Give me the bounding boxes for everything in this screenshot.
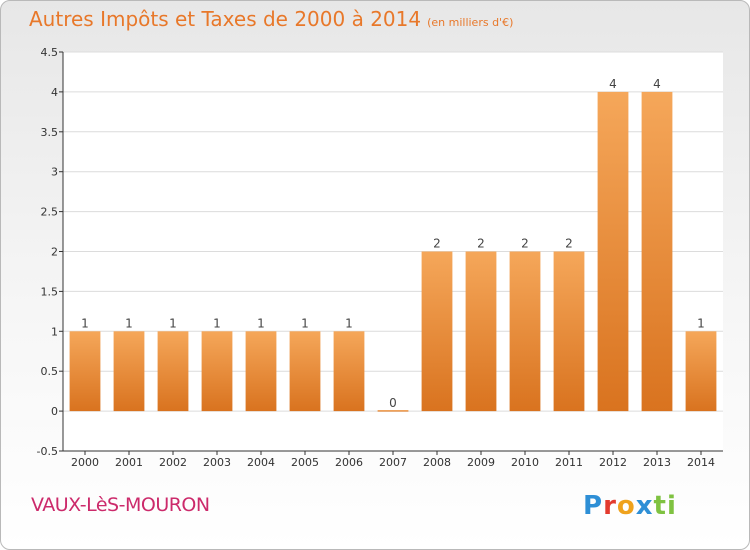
y-tick-label: -0.5 <box>37 445 58 458</box>
bar-2009 <box>465 251 497 412</box>
data-label-2010: 2 <box>521 237 529 251</box>
bar-2008 <box>421 251 453 412</box>
y-tick-label: 2 <box>51 246 58 259</box>
data-label-2009: 2 <box>477 237 485 251</box>
data-label-2007: 0 <box>389 396 397 410</box>
x-tick-label-2011: 2011 <box>555 456 583 469</box>
commune-name: VAUX-LèS-MOURON <box>31 494 210 516</box>
x-tick-label-2009: 2009 <box>467 456 495 469</box>
x-tick-label-2013: 2013 <box>643 456 671 469</box>
bar-2000 <box>69 331 101 412</box>
x-tick-label-2005: 2005 <box>291 456 319 469</box>
bar-2005 <box>289 331 321 412</box>
bar-2010 <box>509 251 541 412</box>
x-tick-label-2001: 2001 <box>115 456 143 469</box>
logo-letter-r: r <box>603 491 617 521</box>
bar-2013 <box>641 91 673 412</box>
data-label-2008: 2 <box>433 237 441 251</box>
y-tick-label: 2.5 <box>41 206 59 219</box>
y-tick-label: 1.5 <box>41 285 59 298</box>
x-tick-label-2008: 2008 <box>423 456 451 469</box>
y-tick-label: 1 <box>51 325 58 338</box>
data-label-2003: 1 <box>213 316 221 330</box>
logo-letter-o: o <box>616 491 636 521</box>
y-tick-label: 3.5 <box>41 126 59 139</box>
x-tick-label-2007: 2007 <box>379 456 407 469</box>
bar-2006 <box>333 331 365 412</box>
chart-title: Autres Impôts et Taxes de 2000 à 2014 (en… <box>29 7 513 31</box>
y-tick-label: 0.5 <box>41 365 59 378</box>
data-label-2014: 1 <box>697 316 705 330</box>
proxiti-logo: Proxti <box>583 491 677 521</box>
chart-title-text: Autres Impôts et Taxes de 2000 à 2014 <box>29 7 422 31</box>
bar-2004 <box>245 331 277 412</box>
data-label-2006: 1 <box>345 316 353 330</box>
data-label-2004: 1 <box>257 316 265 330</box>
y-tick-label: 4 <box>51 86 58 99</box>
x-tick-label-2006: 2006 <box>335 456 363 469</box>
x-tick-label-2014: 2014 <box>687 456 715 469</box>
y-tick-label: 0 <box>51 405 58 418</box>
x-tick-label-2002: 2002 <box>159 456 187 469</box>
x-tick-label-2003: 2003 <box>203 456 231 469</box>
chart-unit-label: (en milliers d'€) <box>427 16 514 29</box>
bar-2011 <box>553 251 585 412</box>
y-tick-label: 4.5 <box>41 46 59 59</box>
bar-2001 <box>113 331 145 412</box>
x-tick-label-2000: 2000 <box>71 456 99 469</box>
data-label-2012: 4 <box>609 77 617 91</box>
bar-2007 <box>377 410 409 412</box>
logo-letters-iti: ti <box>653 491 677 521</box>
bar-2003 <box>201 331 233 412</box>
data-label-2005: 1 <box>301 316 309 330</box>
data-label-2011: 2 <box>565 237 573 251</box>
data-label-2013: 4 <box>653 77 661 91</box>
data-label-2001: 1 <box>125 316 133 330</box>
y-tick-label: 3 <box>51 166 58 179</box>
data-label-2000: 1 <box>81 316 89 330</box>
bar-2014 <box>685 331 717 412</box>
bar-2002 <box>157 331 189 412</box>
logo-letter-p: P <box>583 491 604 521</box>
x-tick-label-2004: 2004 <box>247 456 275 469</box>
x-tick-label-2010: 2010 <box>511 456 539 469</box>
data-label-2002: 1 <box>169 316 177 330</box>
bar-2012 <box>597 91 629 412</box>
x-tick-label-2012: 2012 <box>599 456 627 469</box>
logo-letter-x: x <box>635 491 654 521</box>
